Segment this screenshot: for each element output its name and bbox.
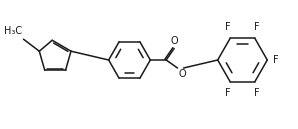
- Text: F: F: [254, 22, 260, 32]
- Text: F: F: [254, 88, 260, 98]
- Text: F: F: [225, 88, 231, 98]
- Text: H₃C: H₃C: [4, 26, 22, 36]
- Text: F: F: [225, 22, 231, 32]
- Text: F: F: [273, 55, 279, 65]
- Text: O: O: [170, 35, 178, 46]
- Text: O: O: [179, 69, 186, 79]
